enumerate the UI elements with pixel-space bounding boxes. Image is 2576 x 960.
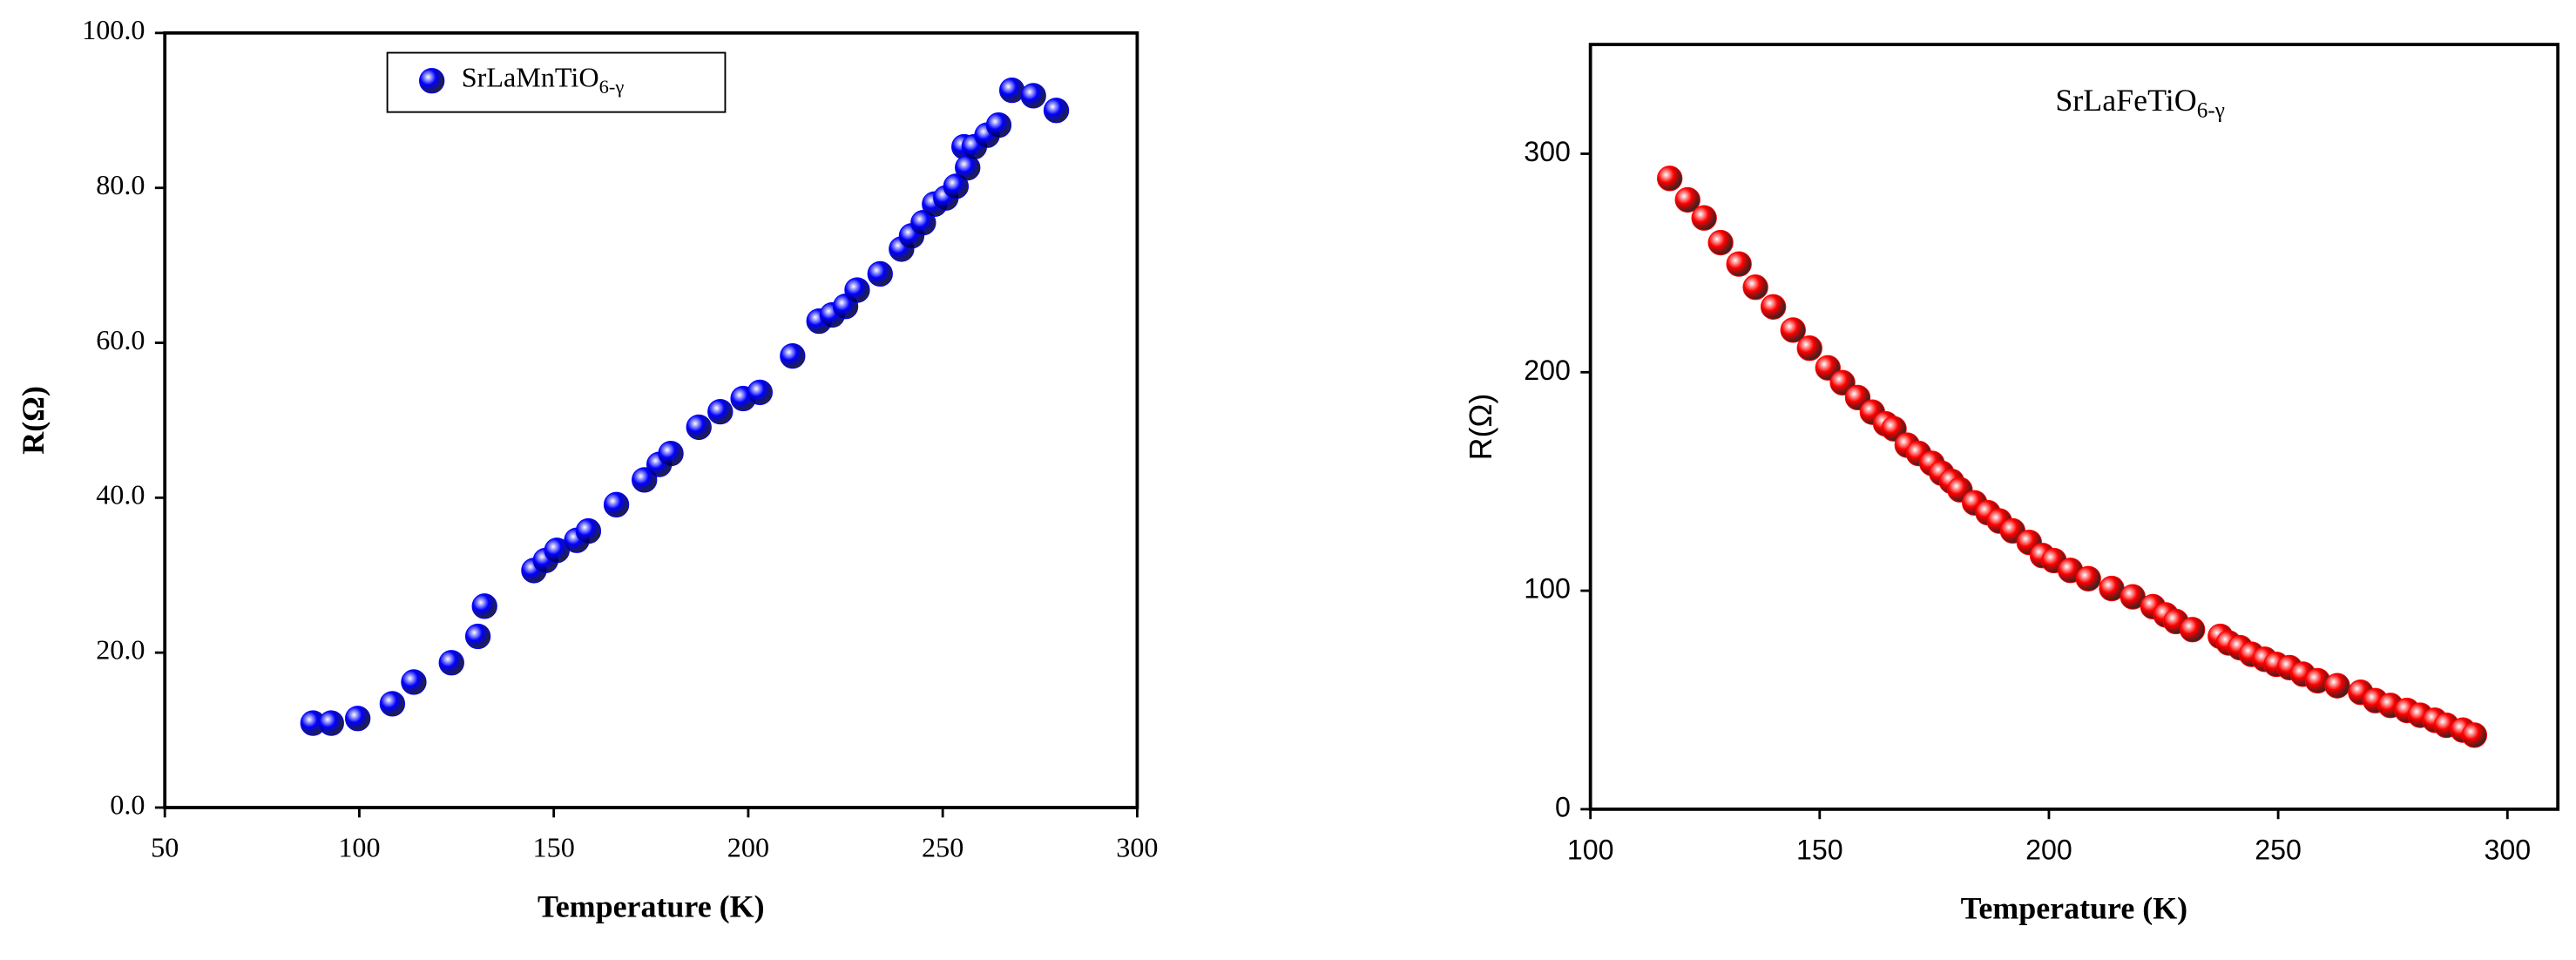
data-point: [2461, 722, 2488, 748]
data-point: [780, 342, 806, 369]
data-point: [867, 260, 893, 287]
x-tick-label: 150: [1796, 835, 1843, 866]
legend-label: SrLaMnTiO6-γ: [462, 62, 625, 98]
data-point: [1691, 205, 1717, 231]
data-point: [985, 112, 1012, 139]
data-point: [1657, 166, 1683, 192]
legend-marker: [419, 68, 445, 94]
data-point: [1742, 274, 1768, 301]
x-tick-label: 150: [533, 832, 575, 863]
x-tick-label: 50: [151, 832, 179, 863]
data-point: [344, 706, 371, 732]
y-tick-label: 200: [1524, 355, 1571, 386]
data-point: [943, 173, 970, 199]
plot-frame: [163, 30, 1139, 809]
data-point: [438, 650, 464, 676]
data-point: [1043, 98, 1070, 124]
x-axis-label: Temperature (K): [1961, 890, 2188, 925]
data-point: [1020, 83, 1046, 109]
y-tick-label: 40.0: [96, 479, 145, 510]
data-point: [318, 710, 344, 736]
data-point: [747, 379, 773, 406]
annotation: SrLaFeTiO6-γ: [2055, 83, 2225, 122]
data-point: [844, 277, 870, 303]
y-axis-label: R(Ω): [1463, 394, 1498, 461]
data-point: [2324, 673, 2350, 699]
data-point: [1726, 251, 1752, 277]
data-point: [575, 517, 602, 544]
y-tick-label: 100.0: [82, 14, 145, 45]
x-tick-label: 250: [922, 832, 963, 863]
data-point: [686, 414, 712, 441]
data-point: [910, 210, 936, 236]
y-axis-label: R(Ω): [16, 386, 51, 455]
x-tick-label: 250: [2255, 835, 2302, 866]
data-point: [1796, 335, 1822, 362]
data-point: [1674, 186, 1700, 213]
y-tick-label: 80.0: [96, 169, 145, 200]
data-point: [401, 669, 427, 695]
x-tick-label: 200: [2025, 835, 2072, 866]
x-tick-label: 300: [2484, 835, 2531, 866]
data-point: [471, 593, 497, 619]
y-tick-label: 20.0: [96, 634, 145, 666]
y-tick-label: 300: [1524, 136, 1571, 167]
data-point: [2075, 565, 2101, 592]
data-point: [998, 77, 1025, 104]
data-point: [707, 398, 734, 425]
y-tick-label: 60.0: [96, 324, 145, 355]
y-tick-label: 0: [1555, 791, 1571, 822]
data-point: [658, 440, 684, 467]
y-tick-label: 100: [1524, 573, 1571, 605]
data-point: [1780, 317, 1806, 343]
x-tick-label: 200: [727, 832, 769, 863]
data-point: [2180, 617, 2206, 643]
y-tick-label: 0.0: [110, 788, 145, 820]
data-point: [1760, 294, 1787, 320]
plot-frame: [1588, 43, 2560, 811]
data-point: [379, 691, 406, 717]
x-tick-label: 300: [1116, 832, 1158, 863]
x-tick-label: 100: [338, 832, 380, 863]
data-point: [603, 491, 630, 518]
data-point: [1707, 229, 1734, 256]
x-axis-label: Temperature (K): [538, 889, 765, 924]
data-point: [464, 623, 491, 650]
x-tick-label: 100: [1567, 835, 1614, 866]
